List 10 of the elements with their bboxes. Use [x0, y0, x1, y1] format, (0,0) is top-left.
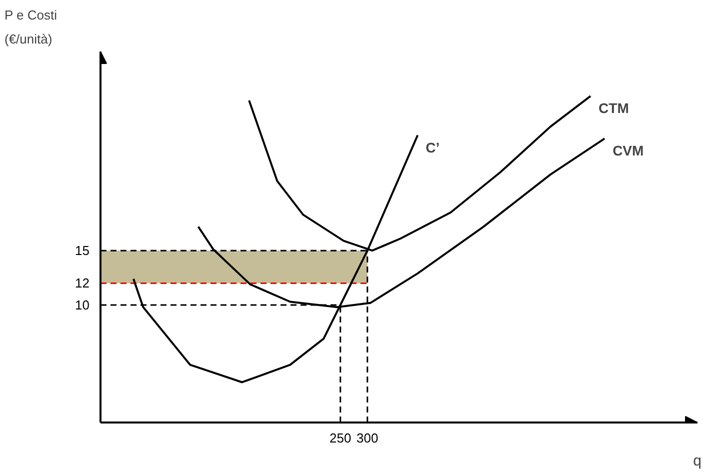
series-label: CTM — [598, 100, 629, 116]
x-tick-label: 300 — [356, 430, 378, 446]
series-label: CVM — [612, 142, 644, 159]
x-tick-label: 250 — [330, 430, 352, 446]
x-axis-title: q — [693, 452, 702, 470]
y-tick-label: 15 — [75, 243, 90, 258]
y-tick-label: 12 — [75, 276, 90, 291]
y-axis-title: P e Costi (€/unità) — [4, 8, 58, 46]
y-tick-label: 10 — [75, 298, 90, 312]
series-label: C’ — [426, 139, 440, 156]
